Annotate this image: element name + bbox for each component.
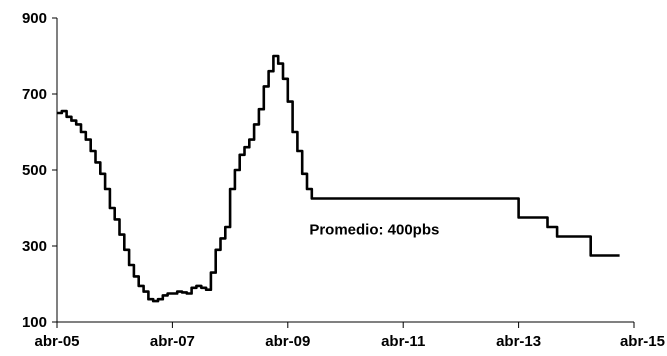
x-tick-label: abr-15 — [620, 333, 665, 350]
y-tick-label: 700 — [22, 86, 47, 103]
y-tick-label: 300 — [22, 238, 47, 255]
y-tick-label: 900 — [22, 10, 47, 27]
series-line — [57, 54, 620, 303]
x-tick-label: abr-05 — [34, 333, 79, 350]
x-tick-label: abr-13 — [496, 333, 541, 350]
average-annotation: Promedio: 400pbs — [309, 222, 439, 239]
x-tick-label: abr-07 — [150, 333, 195, 350]
x-axis: abr-05 abr-07 abr-09 abr-11 abr-13 abr-15 — [34, 321, 665, 350]
y-tick-label: 100 — [22, 314, 47, 331]
y-tick-label: 500 — [22, 162, 47, 179]
x-tick-label: abr-11 — [381, 333, 425, 350]
y-axis: 100 300 500 700 900 — [22, 10, 58, 331]
x-tick-label: abr-09 — [265, 333, 310, 350]
series-layer — [57, 54, 620, 303]
